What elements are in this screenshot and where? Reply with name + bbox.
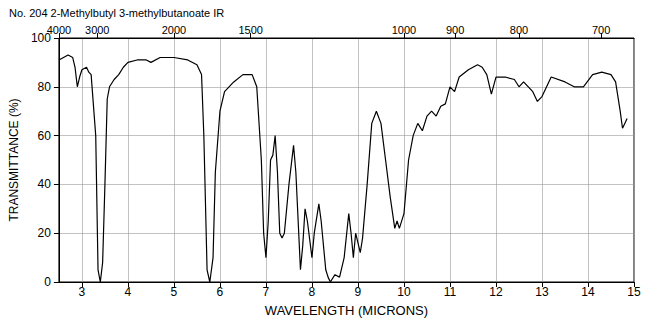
svg-text:14: 14 — [581, 285, 595, 299]
svg-text:1500: 1500 — [238, 24, 262, 36]
svg-text:9: 9 — [355, 285, 362, 299]
svg-text:13: 13 — [535, 285, 549, 299]
svg-text:800: 800 — [510, 24, 528, 36]
svg-text:2000: 2000 — [162, 24, 186, 36]
svg-text:0: 0 — [44, 275, 51, 289]
svg-text:3: 3 — [79, 285, 86, 299]
svg-text:40: 40 — [38, 177, 52, 191]
svg-text:80: 80 — [38, 80, 52, 94]
svg-text:12: 12 — [489, 285, 503, 299]
svg-text:60: 60 — [38, 129, 52, 143]
svg-text:6: 6 — [217, 285, 224, 299]
svg-text:3000: 3000 — [85, 24, 109, 36]
svg-text:8: 8 — [309, 285, 316, 299]
svg-text:4000: 4000 — [47, 24, 71, 36]
svg-text:15: 15 — [627, 285, 641, 299]
svg-text:7: 7 — [263, 285, 270, 299]
svg-text:10: 10 — [397, 285, 411, 299]
svg-text:11: 11 — [444, 285, 457, 299]
svg-text:5: 5 — [171, 285, 178, 299]
svg-text:No. 204 2-Methylbutyl 3-methyl: No. 204 2-Methylbutyl 3-methylbutanoate … — [9, 7, 224, 19]
svg-text:100: 100 — [30, 31, 51, 45]
svg-text:TRANSMITTANCE (%): TRANSMITTANCE (%) — [7, 98, 21, 221]
svg-text:20: 20 — [38, 226, 52, 240]
svg-text:1000: 1000 — [392, 24, 416, 36]
svg-text:WAVELENGTH (MICRONS): WAVELENGTH (MICRONS) — [265, 303, 428, 318]
svg-text:4: 4 — [125, 285, 132, 299]
svg-text:900: 900 — [446, 24, 464, 36]
svg-text:700: 700 — [592, 24, 610, 36]
